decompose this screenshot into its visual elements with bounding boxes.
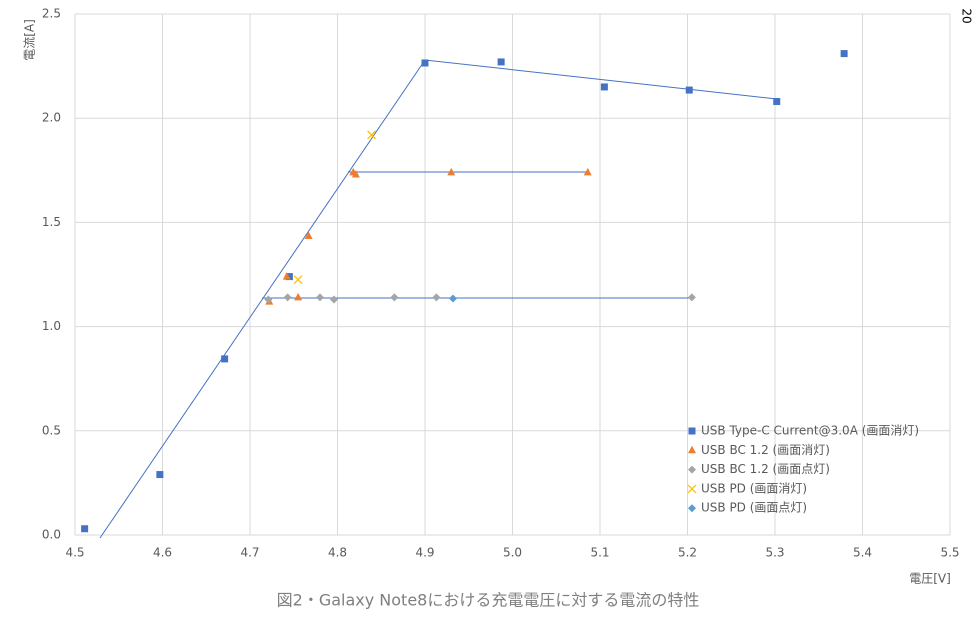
data-point: [687, 293, 696, 302]
data-point: [840, 50, 848, 58]
legend-label: USB Type-C Current@3.0A (画面消灯): [701, 424, 919, 438]
x-tick-label: 5.5: [940, 546, 959, 560]
x-tick-label: 5.1: [590, 546, 609, 560]
data-point: [316, 293, 324, 302]
legend-marker: [687, 484, 697, 494]
x-tick-label: 5.3: [765, 546, 784, 560]
data-point: [390, 293, 399, 302]
data-point: [283, 293, 292, 302]
legend-label: USB PD (画面点灯): [701, 501, 807, 515]
legend-marker: [688, 445, 696, 454]
y-tick-label: 1.0: [42, 319, 61, 333]
data-point: [282, 272, 291, 280]
legend-label: USB BC 1.2 (画面消灯): [701, 443, 830, 457]
data-point: [285, 273, 293, 281]
x-tick-label: 4.8: [328, 546, 347, 560]
data-point: [81, 525, 89, 533]
legend-marker: [688, 465, 696, 474]
data-point: [351, 169, 360, 178]
data-point: [367, 130, 377, 140]
y-tick-label: 1.5: [42, 215, 61, 229]
grid: [74, 13, 951, 536]
data-point: [447, 167, 456, 176]
data-point: [293, 275, 303, 285]
y-tick-label: 0.0: [42, 528, 61, 542]
x-tick-label: 5.4: [853, 546, 872, 560]
data-point: [600, 83, 608, 91]
chart-title: 図2・Galaxy Note8における充電電圧に対する電流の特性: [277, 591, 700, 610]
x-axis-label: 電圧[V]: [909, 572, 951, 586]
data-point: [221, 355, 229, 363]
legend-label: USB BC 1.2 (画面点灯): [701, 462, 830, 476]
data-point: [330, 295, 338, 304]
legend-marker: [688, 504, 696, 513]
legend-marker: [688, 427, 696, 435]
y-axis-label: 電流[A]: [23, 19, 37, 61]
x-tick-label: 5.2: [678, 546, 697, 560]
data-point: [156, 471, 164, 479]
data-point: [497, 58, 505, 66]
data-point: [421, 59, 429, 67]
data-point: [685, 86, 693, 94]
data-point: [304, 231, 313, 239]
data-point: [432, 293, 441, 302]
x-tick-label: 4.7: [240, 546, 259, 560]
y-tick-label: 2.0: [42, 111, 61, 125]
corner-label: 20: [960, 8, 974, 23]
x-tick-label: 5.0: [503, 546, 522, 560]
legend-label: USB PD (画面消灯): [701, 481, 807, 495]
x-tick-label: 4.5: [65, 546, 84, 560]
points: [81, 50, 848, 533]
y-tick-label: 2.5: [42, 7, 61, 21]
y-tick-label: 0.5: [42, 423, 61, 437]
x-tick-label: 4.9: [415, 546, 434, 560]
x-tick-label: 4.6: [153, 546, 172, 560]
data-point: [294, 292, 303, 301]
data-point: [264, 295, 273, 304]
data-point: [773, 98, 781, 106]
data-point: [583, 167, 592, 176]
data-point: [449, 294, 457, 303]
legend: USB Type-C Current@3.0A (画面消灯) USB BC 1.2…: [687, 424, 919, 515]
